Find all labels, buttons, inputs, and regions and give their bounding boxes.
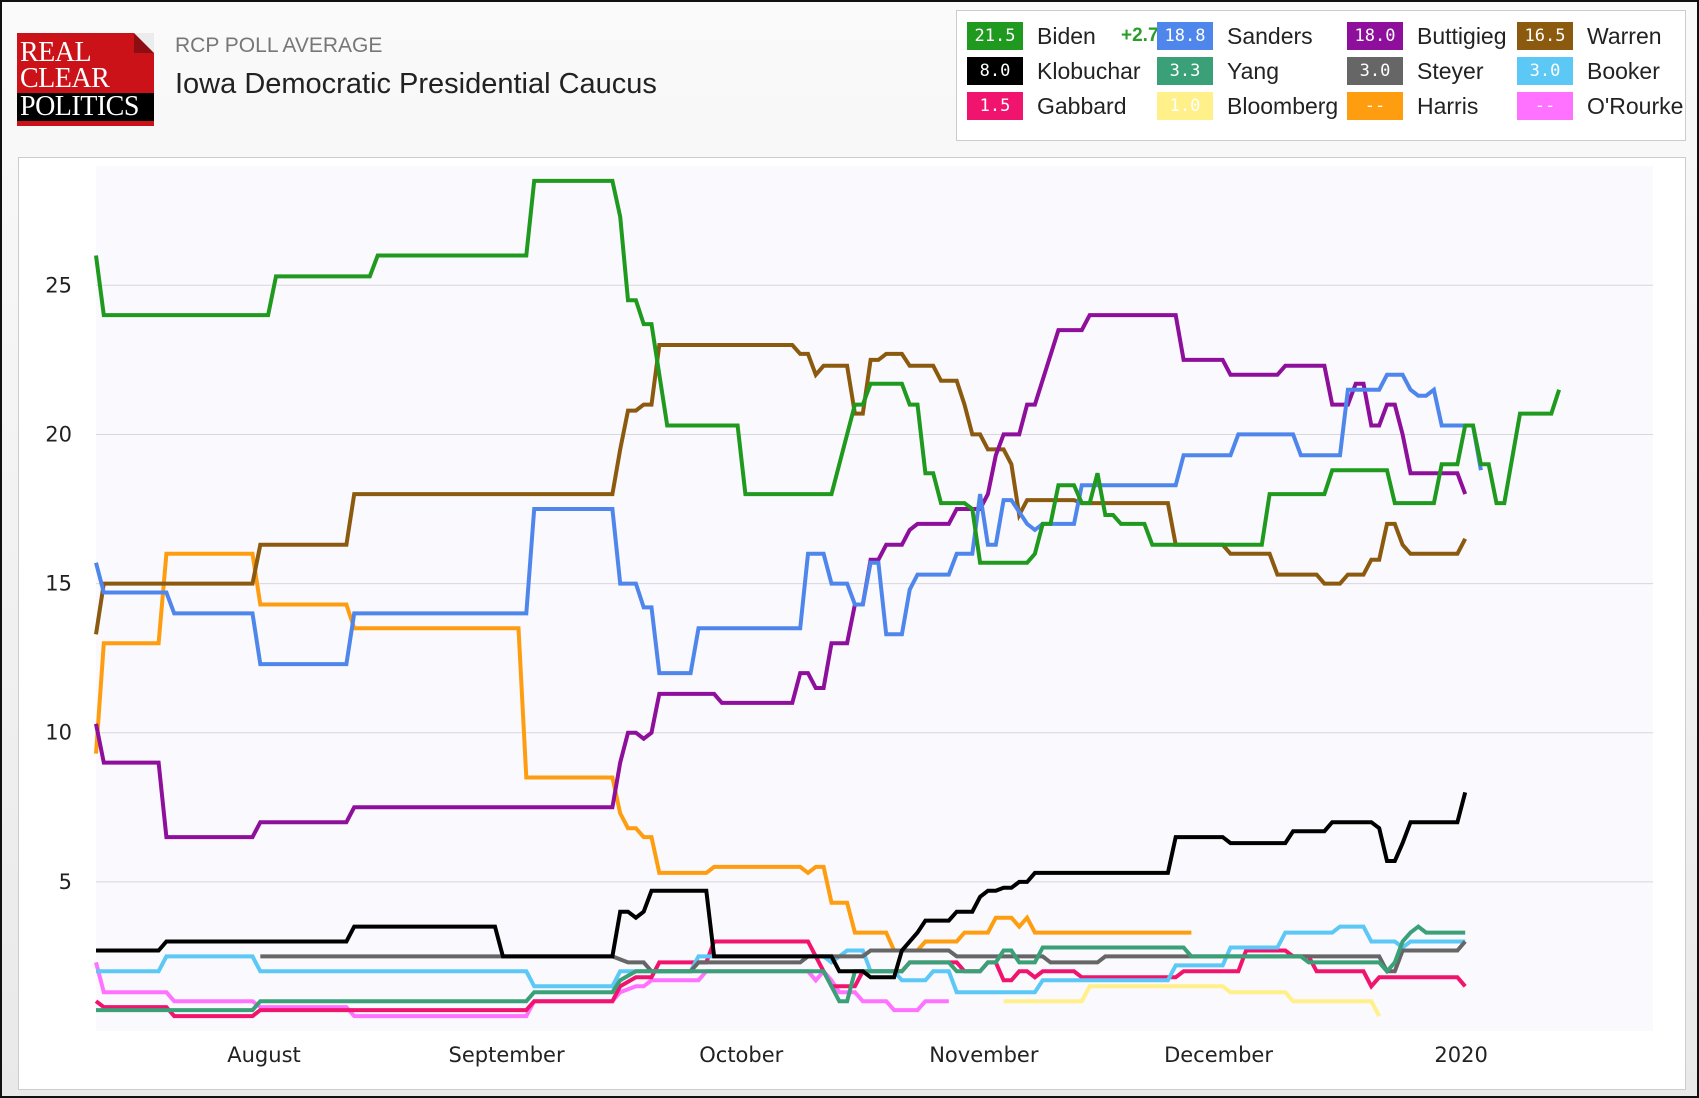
series-line-bloomberg[interactable]: [1003, 984, 1381, 1018]
legend-value-sanders: 18.8: [1157, 22, 1213, 50]
series-line-biden[interactable]: [94, 178, 1562, 565]
plot-area: 5 10 15 20 25 August September October November D…: [18, 157, 1686, 1090]
legend-name-biden: Biden: [1037, 23, 1096, 49]
series-line-buttigieg[interactable]: [94, 313, 1468, 840]
legend-name-harris: Harris: [1417, 93, 1479, 119]
y-tick-label: 15: [45, 572, 72, 596]
legend-value-steyer: 3.0: [1347, 57, 1403, 85]
legend-name-gabbard: Gabbard: [1037, 93, 1127, 119]
legend-value-buttigieg: 18.0: [1347, 22, 1403, 50]
x-tick-label: September: [449, 1043, 565, 1067]
series-line-yang[interactable]: [96, 924, 1466, 1013]
y-tick-label: 20: [45, 422, 72, 446]
logo-line-1: REAL: [20, 37, 92, 68]
legend-name-klobuchar: Klobuchar: [1037, 58, 1141, 84]
legend-value-klobuchar: 8.0: [967, 57, 1023, 85]
logo-line-2: CLEAR: [20, 63, 110, 94]
series-line-klobuchar[interactable]: [96, 791, 1468, 980]
legend-value-bloomberg: 1.0: [1157, 92, 1213, 120]
series-line-warren[interactable]: [94, 343, 1467, 635]
x-tick-label: 2020: [1434, 1043, 1487, 1067]
legend-value-gabbard: 1.5: [967, 92, 1023, 120]
logo-line-3: POLITICS: [17, 93, 154, 121]
legend-value-warren: 16.5: [1517, 22, 1573, 50]
x-tick-label: October: [699, 1043, 783, 1067]
series-line-harris[interactable]: [94, 551, 1192, 953]
x-tick-label: August: [227, 1043, 301, 1067]
legend-name-steyer: Steyer: [1417, 58, 1484, 84]
legend-name-buttigieg: Buttigieg: [1417, 23, 1507, 49]
series-line-sanders[interactable]: [94, 372, 1483, 676]
legend-name-booker: Booker: [1587, 58, 1660, 84]
legend-value-harris: --: [1347, 92, 1403, 120]
plot-background: [96, 166, 1653, 1031]
legend-value-biden: 21.5: [967, 22, 1023, 50]
y-tick-label: 25: [45, 273, 72, 297]
legend-name-sanders: Sanders: [1227, 23, 1313, 49]
poll-average-kicker: RCP POLL AVERAGE: [175, 34, 383, 57]
legend-value-orourke: --: [1517, 92, 1573, 120]
legend-name-warren: Warren: [1587, 23, 1662, 49]
y-tick-label: 10: [45, 721, 72, 745]
real-clear-politics-logo[interactable]: REAL CLEAR POLITICS: [17, 33, 154, 126]
legend: 21.5 Biden +2.7 18.8 Sanders 18.0 Buttigieg 16.…: [956, 10, 1686, 141]
x-tick-label: November: [929, 1043, 1039, 1067]
series-line-booker[interactable]: [96, 924, 1466, 995]
legend-value-yang: 3.3: [1157, 57, 1213, 85]
legend-name-orourke: O'Rourke: [1587, 93, 1684, 119]
legend-value-booker: 3.0: [1517, 57, 1573, 85]
line-chart: 5 10 15 20 25 August September October November D…: [45, 166, 1653, 1067]
legend-change-biden: +2.7: [1121, 25, 1159, 46]
x-tick-label: December: [1164, 1043, 1273, 1067]
chart-title: Iowa Democratic Presidential Caucus: [175, 68, 657, 100]
logo-corner-fold: [134, 33, 154, 53]
y-tick-label: 5: [59, 870, 72, 894]
legend-name-yang: Yang: [1227, 58, 1280, 84]
legend-name-bloomberg: Bloomberg: [1227, 93, 1339, 119]
